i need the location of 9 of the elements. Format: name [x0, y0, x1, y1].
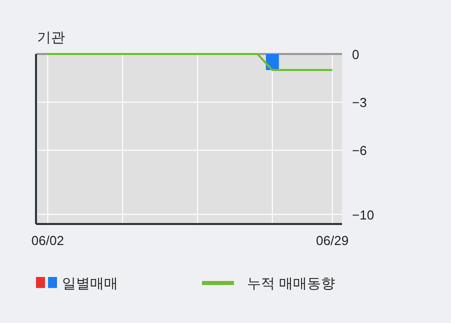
y-tick-label: −10 [352, 207, 374, 222]
legend-label: 일별매매 [62, 275, 118, 291]
y-tick-label: 0 [352, 47, 360, 62]
x-tick-label: 06/29 [316, 233, 349, 248]
y-tick-label: −3 [352, 95, 367, 110]
chart-title: 기관 [37, 29, 65, 45]
y-tick-label: −6 [352, 143, 367, 158]
legend-label: 누적 매매동향 [247, 275, 335, 291]
x-tick-label: 06/02 [31, 233, 64, 248]
